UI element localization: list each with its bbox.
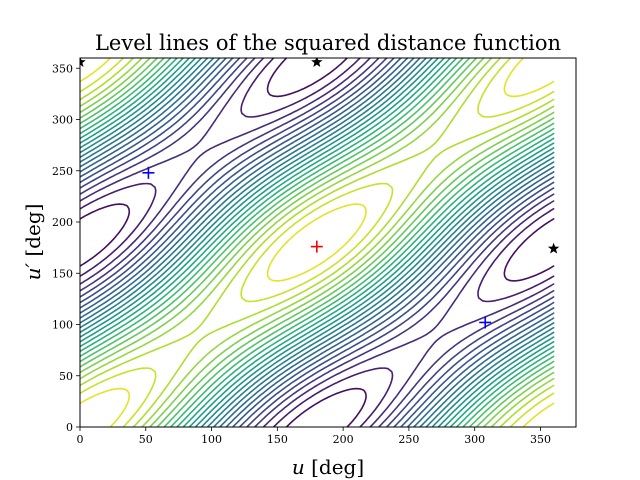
y-tick-label: 250 [52,165,73,178]
x-axis-ticks: 0 50 100 150 200 250 300 350 [77,427,551,446]
maximum-star-marker [547,242,560,254]
x-axis-symbol: u [292,455,305,479]
y-tick-label: 50 [59,370,73,383]
contour-level [80,58,555,427]
maximum-star-marker [311,58,323,67]
y-tick-label: 200 [52,216,73,229]
contour-level [80,58,555,427]
critical-point-markers [80,58,560,329]
plot-frame [79,57,577,428]
x-tick-label: 0 [77,433,84,446]
contour-level [80,58,555,427]
contour-level [80,58,555,427]
contour-lines [80,58,555,427]
y-tick-label: 100 [52,319,73,332]
y-tick-label: 350 [52,62,73,75]
contour-level [80,58,555,427]
contour-level [80,58,555,427]
maximum-star-marker [80,58,86,67]
contour-level [80,58,555,427]
x-tick-label: 350 [530,433,551,446]
contour-level [80,58,555,427]
saddle-point-marker [142,166,155,179]
contour-level [80,58,555,427]
x-tick-label: 50 [139,433,153,446]
minimum-marker [310,240,323,253]
y-axis-symbol: u′ [21,263,45,281]
y-tick-label: 300 [52,114,73,127]
contour-level [80,58,555,427]
y-axis-label: u′ [deg] [21,204,45,281]
x-axis-label: u [deg] [292,455,364,479]
chart-title: Level lines of the squared distance func… [95,31,561,55]
contour-level [80,58,555,427]
contour-level [80,58,555,427]
contour-level [80,58,555,427]
contour-level [80,58,555,427]
y-axis-unit: [deg] [21,204,45,263]
x-tick-label: 300 [464,433,485,446]
y-tick-label: 0 [66,421,73,434]
contour-level [80,58,555,427]
x-axis-unit: [deg] [305,455,364,479]
x-tick-label: 200 [333,433,354,446]
contour-level [80,58,555,427]
x-tick-label: 100 [201,433,222,446]
x-tick-label: 150 [267,433,288,446]
contour-level [80,58,555,427]
contour-level [80,58,555,427]
y-axis-ticks: 0 50 100 150 200 250 300 350 [52,62,80,434]
contour-level [80,58,555,427]
saddle-point-marker [479,316,492,329]
y-tick-label: 150 [52,267,73,280]
x-tick-label: 250 [398,433,419,446]
